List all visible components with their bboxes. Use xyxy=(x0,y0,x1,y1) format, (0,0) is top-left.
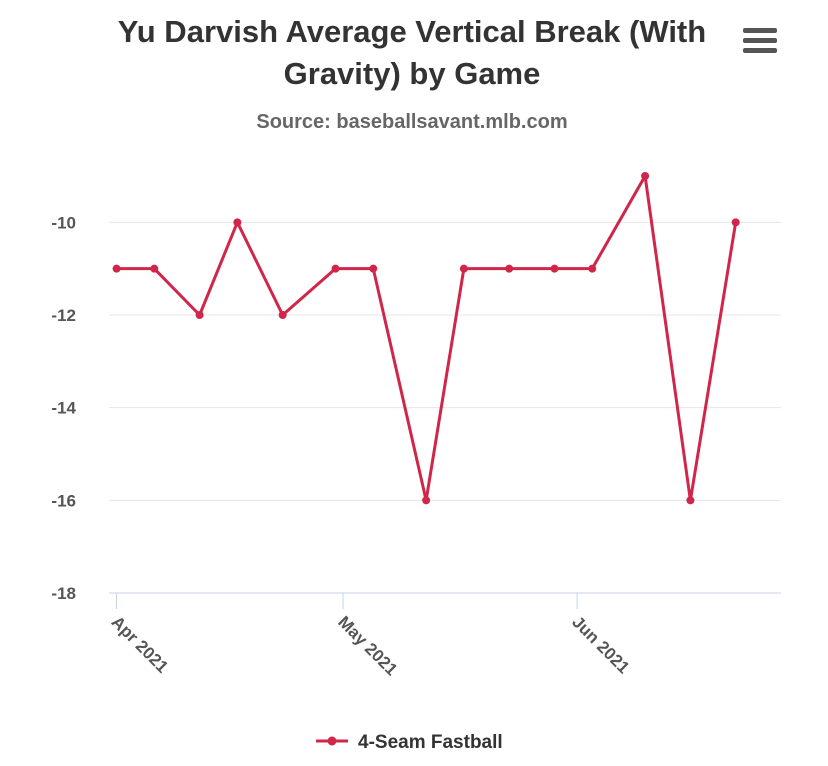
legend-marker-symbol xyxy=(327,736,337,746)
data-point[interactable] xyxy=(369,264,378,273)
title-group: Yu Darvish Average Vertical Break (With … xyxy=(118,14,706,133)
legend[interactable]: 4-Seam Fastball xyxy=(316,732,503,753)
legend-label[interactable]: 4-Seam Fastball xyxy=(358,732,503,753)
series-line-4-seam-fastball xyxy=(115,174,738,502)
data-point[interactable] xyxy=(278,311,287,319)
data-point[interactable] xyxy=(422,496,431,505)
y-tick-label: -18 xyxy=(51,584,76,603)
y-tick-label: -16 xyxy=(51,491,76,510)
data-point[interactable] xyxy=(731,218,740,227)
chart-subtitle: Source: baseballsavant.mlb.com xyxy=(256,111,567,133)
data-point[interactable] xyxy=(686,496,695,505)
data-point[interactable] xyxy=(195,311,204,319)
data-point[interactable] xyxy=(150,264,159,273)
data-point[interactable] xyxy=(112,264,121,273)
grid-lines xyxy=(109,221,781,501)
data-point[interactable] xyxy=(233,218,242,227)
data-point[interactable] xyxy=(331,264,340,273)
x-tick-label: Apr 2021 xyxy=(108,612,172,676)
y-tick-label: -12 xyxy=(51,306,76,325)
data-point[interactable] xyxy=(505,264,514,273)
data-point[interactable] xyxy=(550,264,559,273)
chart-title-line-1: Yu Darvish Average Vertical Break (With xyxy=(118,14,706,49)
data-point[interactable] xyxy=(641,172,650,180)
chart-title-line-2: Gravity) by Game xyxy=(284,56,541,91)
hamburger-menu-icon[interactable] xyxy=(732,16,784,60)
data-point[interactable] xyxy=(588,264,597,273)
axes: -10 -12 -14 -16 -18 Apr 2021 May 2021 Jun 2021 xyxy=(51,213,781,679)
data-point[interactable] xyxy=(459,264,468,273)
y-tick-label: -14 xyxy=(51,399,76,418)
x-tick-label: Jun 2021 xyxy=(568,612,633,677)
y-tick-label: -10 xyxy=(51,213,76,232)
series-layer xyxy=(112,172,740,505)
x-tick-label: May 2021 xyxy=(334,612,401,679)
